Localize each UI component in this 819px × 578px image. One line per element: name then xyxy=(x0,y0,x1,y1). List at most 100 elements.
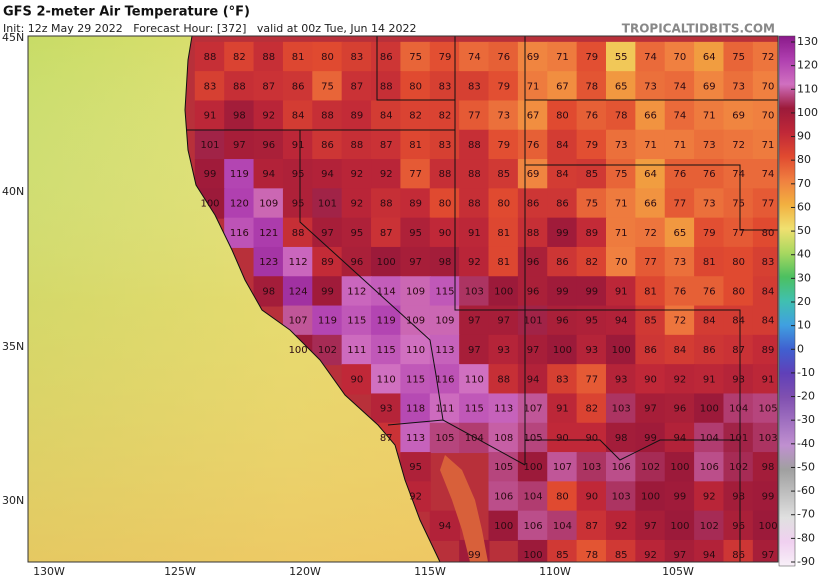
temperature-value: 87 xyxy=(350,81,363,92)
colorbar-label: -30 xyxy=(797,413,815,426)
temperature-value: 83 xyxy=(204,81,217,92)
temperature-cell xyxy=(635,100,666,131)
temperature-value: 100 xyxy=(700,404,719,415)
title: GFS 2-meter Air Temperature (°F) xyxy=(3,5,250,20)
temperature-cell xyxy=(429,334,461,366)
temperature-value: 99 xyxy=(585,286,598,297)
temperature-value: 80 xyxy=(497,199,510,210)
temperature-cell xyxy=(752,188,778,219)
temperature-cell xyxy=(400,305,431,336)
temperature-value: 95 xyxy=(292,199,305,210)
temperature-value: 76 xyxy=(703,169,716,180)
temperature-value: 88 xyxy=(380,199,393,210)
temperature-cell xyxy=(664,159,696,190)
temperature-cell xyxy=(194,129,226,161)
temperature-cell xyxy=(635,481,666,512)
temperature-value: 82 xyxy=(409,111,422,122)
temperature-cell xyxy=(723,393,754,424)
longitude-label: 125W xyxy=(164,565,196,578)
temperature-cell xyxy=(282,276,314,307)
temperature-value: 69 xyxy=(732,111,745,122)
temperature-cell xyxy=(312,217,343,248)
temperature-value: 119 xyxy=(377,316,396,327)
temperature-value: 109 xyxy=(435,316,454,327)
temperature-value: 103 xyxy=(465,286,484,297)
temperature-cell xyxy=(694,71,725,102)
temperature-cell xyxy=(459,334,490,366)
temperature-cell xyxy=(547,422,578,454)
temperature-value: 94 xyxy=(321,169,334,180)
temperature-value: 101 xyxy=(318,199,337,210)
temperature-cell xyxy=(576,129,607,161)
temperature-value: 88 xyxy=(350,140,363,151)
temperature-cell xyxy=(312,100,343,131)
temperature-cell xyxy=(488,100,519,131)
temperature-cell xyxy=(488,334,519,366)
temperature-cell xyxy=(723,159,754,190)
temperature-cell xyxy=(576,100,607,131)
temperature-cell xyxy=(694,188,725,219)
temperature-cell xyxy=(605,41,637,73)
temperature-cell xyxy=(429,422,461,454)
temperature-cell xyxy=(723,217,754,248)
temperature-value: 79 xyxy=(497,140,510,151)
temperature-value: 73 xyxy=(615,140,628,151)
temperature-value: 81 xyxy=(703,257,716,268)
temperature-cell xyxy=(517,217,549,248)
temperature-cell xyxy=(694,159,725,190)
temperature-cell xyxy=(488,129,519,161)
temperature-cell xyxy=(605,188,637,219)
temperature-value: 121 xyxy=(259,228,278,239)
temperature-value: 95 xyxy=(292,169,305,180)
temperature-value: 116 xyxy=(435,374,454,385)
temperature-cell xyxy=(253,188,284,219)
temperature-value: 84 xyxy=(762,316,775,327)
temperature-cell xyxy=(547,159,578,190)
temperature-cell xyxy=(488,452,519,483)
temperature-cell xyxy=(312,246,343,278)
temperature-cell xyxy=(400,334,431,366)
colorbar-scale xyxy=(778,35,796,567)
temperature-cell xyxy=(400,393,431,424)
temperature-value: 89 xyxy=(585,228,598,239)
temperature-value: 71 xyxy=(703,111,716,122)
temperature-cell xyxy=(547,71,578,102)
temperature-value: 67 xyxy=(527,111,540,122)
temperature-value: 124 xyxy=(289,286,308,297)
temperature-value: 114 xyxy=(377,286,396,297)
temperature-value: 97 xyxy=(468,316,481,327)
temperature-value: 99 xyxy=(762,492,775,503)
temperature-cell xyxy=(723,71,754,102)
temperature-value: 78 xyxy=(615,111,628,122)
temperature-cell xyxy=(429,305,461,336)
temperature-value: 96 xyxy=(732,521,745,532)
temperature-value: 82 xyxy=(233,52,246,63)
temperature-value: 80 xyxy=(732,286,745,297)
temperature-value: 77 xyxy=(732,228,745,239)
temperature-cell xyxy=(341,217,373,248)
longitude-label: 120W xyxy=(289,565,321,578)
temperature-value: 88 xyxy=(468,140,481,151)
temperature-value: 96 xyxy=(527,286,540,297)
temperature-cell xyxy=(723,422,754,454)
temperature-cell xyxy=(694,422,725,454)
temperature-cell xyxy=(635,159,666,190)
temperature-value: 115 xyxy=(465,404,484,415)
temperature-cell xyxy=(194,41,226,73)
temperature-cell xyxy=(341,41,373,73)
temperature-value: 73 xyxy=(703,140,716,151)
temperature-cell xyxy=(224,71,255,102)
temperature-cell xyxy=(752,393,778,424)
temperature-value: 75 xyxy=(585,199,598,210)
temperature-value: 103 xyxy=(582,462,601,473)
temperature-cell xyxy=(371,246,402,278)
temperature-cell xyxy=(605,159,637,190)
temperature-cell xyxy=(723,276,754,307)
temperature-value: 64 xyxy=(703,52,716,63)
temperature-cell xyxy=(341,188,373,219)
temperature-cell xyxy=(664,334,696,366)
temperature-cell xyxy=(694,217,725,248)
colorbar-label: 70 xyxy=(797,177,811,190)
temperature-cell xyxy=(664,71,696,102)
temperature-value: 87 xyxy=(380,140,393,151)
